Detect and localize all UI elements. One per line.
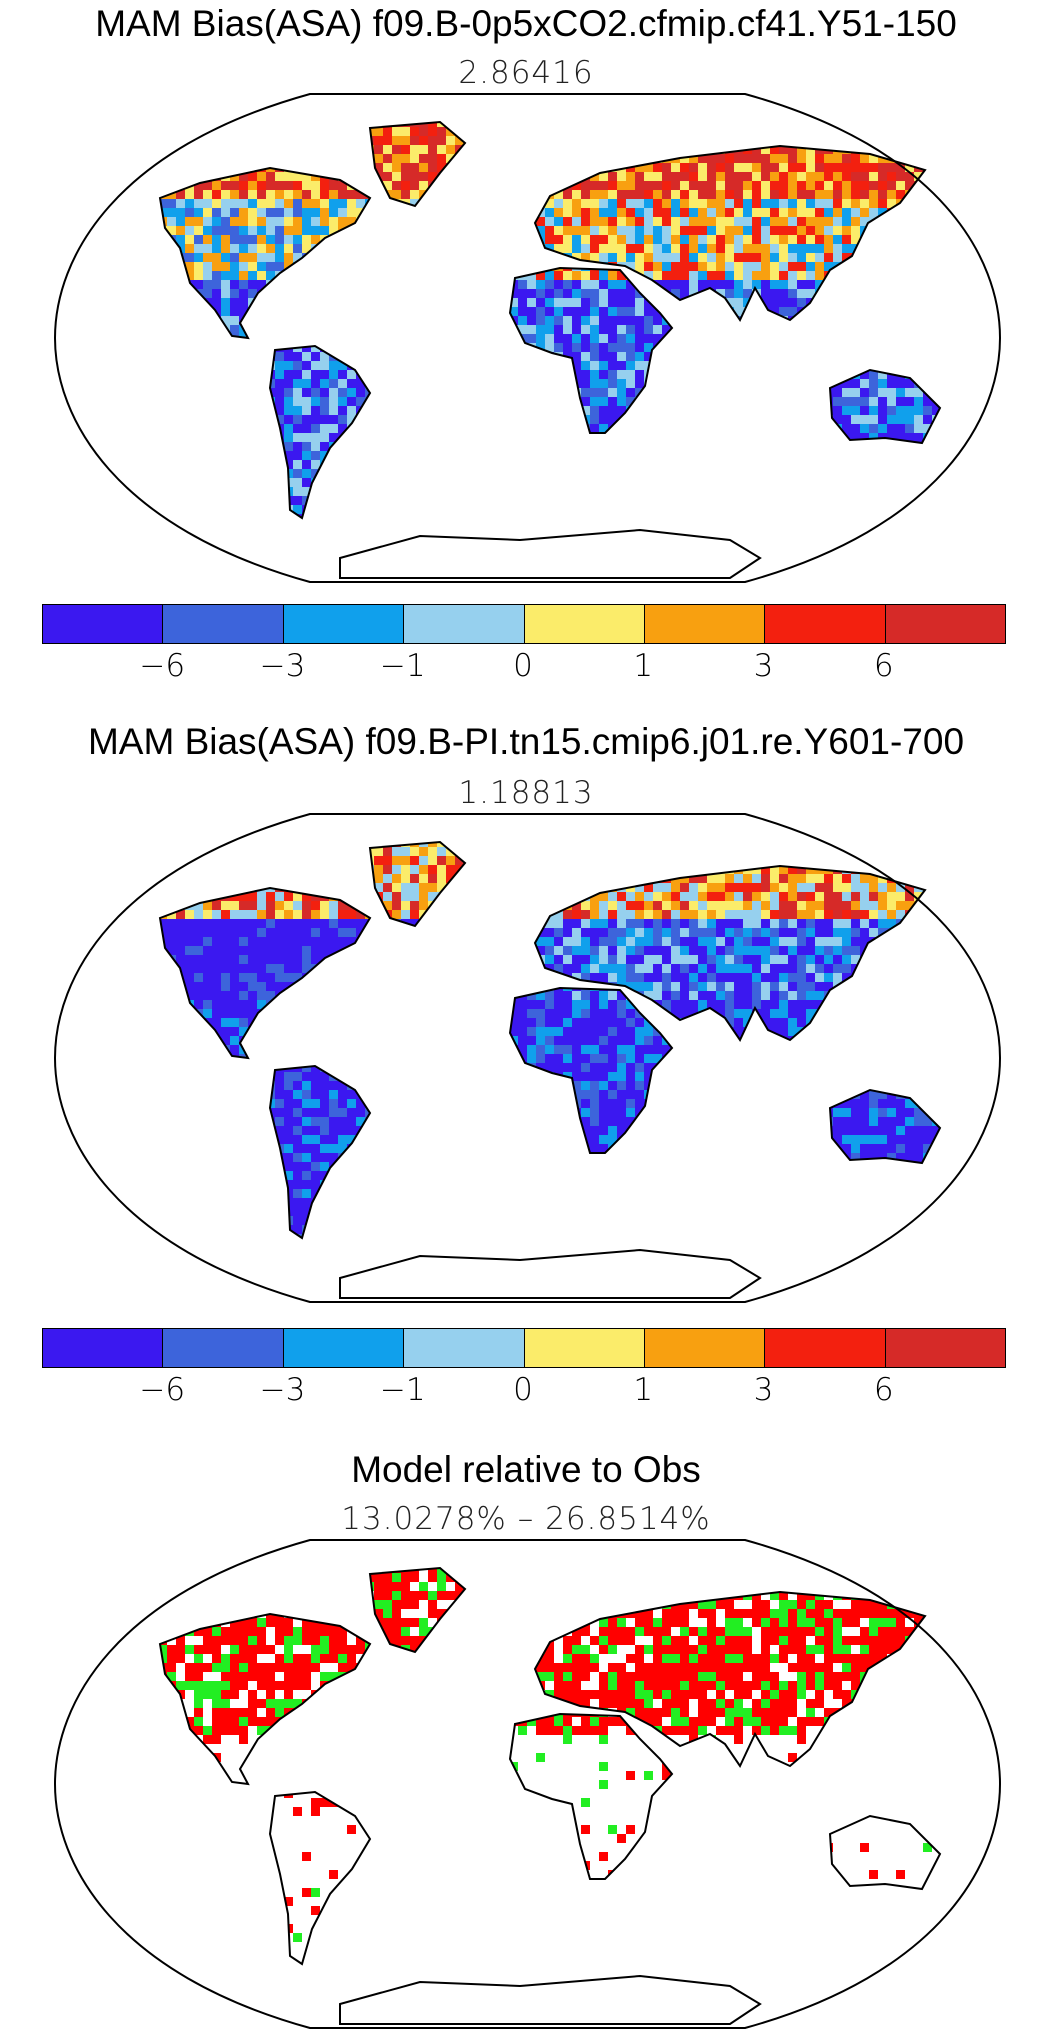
colorbar-swatch: [43, 605, 164, 643]
colorbar-swatch: [644, 605, 766, 643]
coastline: [828, 1088, 942, 1165]
coastline: [368, 120, 467, 208]
colorbar-swatch: [885, 1329, 1005, 1367]
colorbar-swatch: [765, 605, 886, 643]
colorbar-tick-label: −1: [379, 1372, 426, 1408]
colorbar-swatch: [283, 605, 405, 643]
colorbar-swatch: [404, 605, 525, 643]
panel1-map: [53, 93, 1002, 583]
coastline: [508, 986, 674, 1154]
colorbar-tick-label: 6: [873, 648, 894, 684]
colorbar-swatch: [43, 1329, 164, 1367]
colorbar-swatch: [404, 1329, 525, 1367]
colorbar-tick-label: −3: [259, 648, 306, 684]
colorbar-tick-label: 3: [753, 648, 774, 684]
colorbar-tick-label: 0: [513, 648, 533, 684]
panel2-map: [53, 813, 1002, 1303]
coastline: [533, 144, 927, 323]
colorbar-swatch: [163, 605, 284, 643]
coastline: [508, 266, 674, 434]
panel3-map: [53, 1539, 1002, 2029]
antarctica-coastline: [339, 1248, 762, 1299]
colorbar-tick-label: −6: [139, 648, 186, 684]
map-frame: [53, 813, 1002, 1303]
panel3-title: Model relative to Obs: [351, 1449, 701, 1490]
coastline: [533, 1590, 927, 1769]
colorbar-tick-label: 3: [753, 1372, 774, 1408]
colorbar-swatch: [163, 1329, 284, 1367]
panel1-subtitle: 2.86416: [458, 55, 594, 91]
map-frame: [53, 93, 1002, 583]
colorbar-swatch: [885, 605, 1005, 643]
panel3-subtitle: 13.0278% – 26.8514%: [341, 1501, 711, 1537]
colorbar-swatch: [644, 1329, 766, 1367]
colorbar-tick-label: −6: [139, 1372, 186, 1408]
coastline: [533, 864, 927, 1043]
panel2-subtitle: 1.18813: [458, 775, 594, 811]
colorbar-boxes: [42, 1328, 1006, 1368]
colorbar-tick-label: 0: [513, 1372, 533, 1408]
colorbar-boxes: [42, 604, 1006, 644]
coastline: [158, 166, 372, 340]
colorbar-swatch: [524, 605, 645, 643]
panel2-title: MAM Bias(ASA) f09.B-PI.tn15.cmip6.j01.re…: [87, 721, 965, 762]
coastline: [828, 1814, 942, 1891]
colorbar-swatch: [524, 1329, 645, 1367]
coastline: [268, 1064, 372, 1240]
colorbar-tick-label: −1: [379, 648, 426, 684]
coastline: [368, 1566, 467, 1654]
coastline: [828, 368, 942, 445]
antarctica-coastline: [339, 1974, 762, 2025]
colorbar-tick-label: 1: [633, 1372, 654, 1408]
panel1-title: MAM Bias(ASA) f09.B-0p5xCO2.cfmip.cf41.Y…: [95, 3, 957, 44]
colorbar-tick-label: 6: [873, 1372, 894, 1408]
coastline: [508, 1712, 674, 1880]
panel1-colorbar: −6 −3 −1 0 1 3 6: [42, 604, 1006, 688]
coastline: [368, 840, 467, 928]
coastline: [158, 886, 372, 1060]
colorbar-tick-label: −3: [259, 1372, 306, 1408]
coastline: [268, 1790, 372, 1966]
colorbar-tick-label: 1: [633, 648, 654, 684]
colorbar-swatch: [765, 1329, 886, 1367]
coastline: [268, 344, 372, 520]
coastline: [158, 1612, 372, 1786]
panel2-colorbar: −6 −3 −1 0 1 3 6: [42, 1328, 1006, 1412]
antarctica-coastline: [339, 528, 762, 579]
colorbar-swatch: [283, 1329, 405, 1367]
map-frame: [53, 1539, 1002, 2029]
